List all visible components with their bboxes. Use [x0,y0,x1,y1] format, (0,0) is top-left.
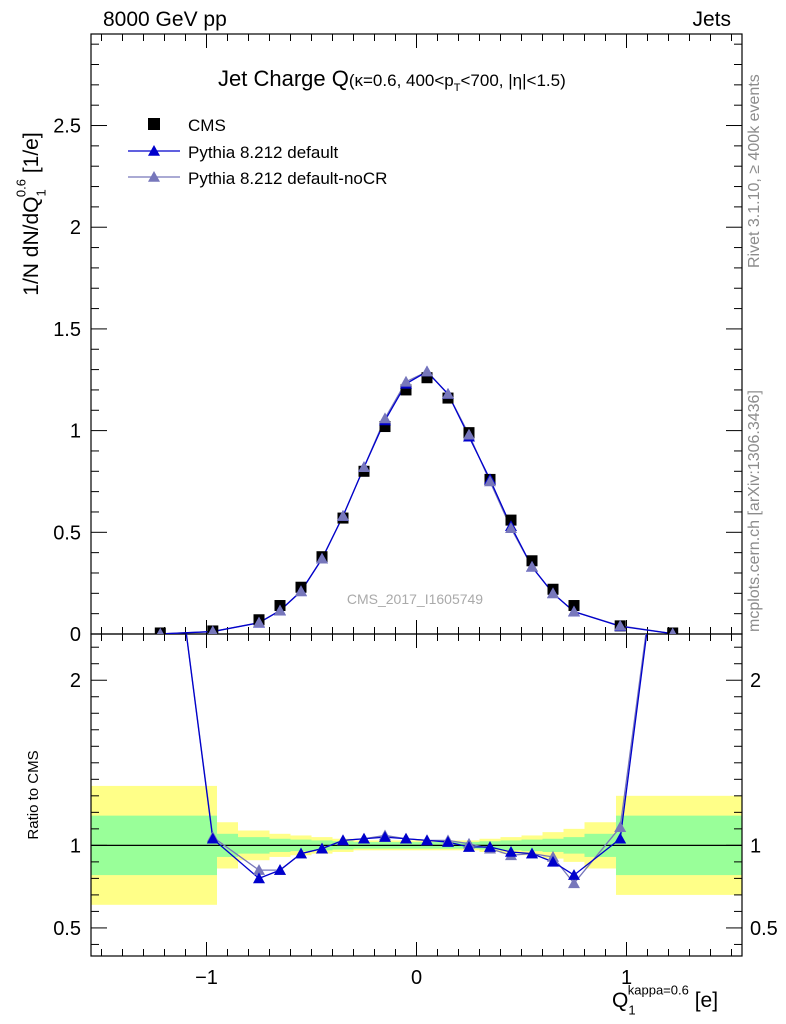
ratio-y-tick-label-right: 1 [750,835,761,857]
data-point-cms [568,600,580,612]
ratio-point-default [379,831,391,842]
data-point-nocr [358,461,370,473]
mcplots-label: mcplots.cern.ch [arXiv:1306.3436] [746,390,763,632]
legend-marker [148,145,160,156]
ratio-point-default [421,834,433,846]
ratio-y-tick-label-right: 2 [750,670,761,692]
ratio-point-default [526,847,538,859]
rivet-label: Rivet 3.1.10, ≥ 400k events [746,74,763,268]
data-point-nocr [208,625,218,634]
x-tick-label: 0 [411,967,422,989]
ratio-point-default [358,832,370,844]
ratio-point-default [206,832,219,844]
data-point-nocr [379,412,391,424]
ratio-point-default [274,864,286,875]
ratio-point-default [547,855,559,867]
data-point-cms [526,555,538,567]
data-point-nocr [156,627,164,634]
data-point-nocr [547,587,559,599]
ratio-point-default [316,842,328,854]
ratio-y-tick-label: 0.5 [53,918,81,940]
y-tick-label: 2.5 [53,116,81,138]
ratio-point-default [442,836,454,847]
data-point-nocr [526,560,538,572]
data-point-nocr [484,475,496,487]
data-point-nocr [442,388,454,399]
data-point-nocr [253,616,265,628]
ratio-line [185,634,647,885]
data-point-cms [505,514,517,526]
y-tick-label: 0 [70,624,81,646]
y-tick-label: 1.5 [53,319,81,341]
data-point-nocr [505,522,517,534]
ratio-point-default [614,832,627,844]
legend-label: Pythia 8.212 default-noCR [188,169,387,188]
ratio-point-default [463,841,475,852]
ratio-point-nocr [253,864,265,875]
data-point-nocr [400,375,412,387]
header-observable: Jets [692,8,731,31]
data-point-nocr [614,619,627,631]
data-point-nocr [421,365,433,377]
data-point-nocr [568,605,580,617]
ratio-point-default [568,869,580,880]
ratio-y-tick-label: 1 [70,835,81,857]
data-point-cms [421,372,433,384]
ratio-point-default [505,845,517,857]
data-point-nocr [295,585,307,597]
legend-marker-cms [148,118,160,130]
legend-label-cms: CMS [188,116,226,135]
x-axis-label: Q1kappa=0.6 [e] [612,982,718,1017]
data-point-nocr [463,428,475,440]
ratio-point-default [400,832,412,844]
x-tick-label: 1 [621,967,632,989]
ratio-y-tick-label-right: 0.5 [750,918,778,940]
data-point-nocr [274,604,286,616]
header-process: 8000 GeV pp [103,8,227,31]
data-point-nocr [316,552,328,564]
chart-title: Jet Charge Q(κ=0.6, 400<pT<700, |η|<1.5) [218,66,566,94]
ratio-axis-label: Ratio to CMS [25,750,42,839]
data-point-cms [400,384,412,396]
ratio-point-default [253,872,265,884]
legend-marker [148,171,160,182]
data-point-nocr [337,510,349,521]
y-tick-label: 0.5 [53,522,81,544]
data-point-nocr [669,627,677,634]
x-tick-label: −1 [195,967,218,989]
y-tick-label: 2 [70,217,81,239]
ratio-line [185,634,648,880]
y-tick-label: 1 [70,421,81,443]
ratio-y-tick-label: 2 [70,670,81,692]
ratio-point-default [484,841,496,852]
ratio-series [185,634,648,889]
analysis-watermark: CMS_2017_I1605749 [347,591,483,607]
legend-label: Pythia 8.212 default [188,143,339,162]
data-point-cms [379,421,391,433]
y-axis-label: 1/N dN/dQ10.6 [1/e] [13,132,48,295]
main-series [154,365,679,634]
ratio-point-nocr [614,821,627,832]
ratio-point-default [337,834,349,846]
ratio-point-default [295,847,307,859]
ratio-point-nocr [568,877,580,889]
